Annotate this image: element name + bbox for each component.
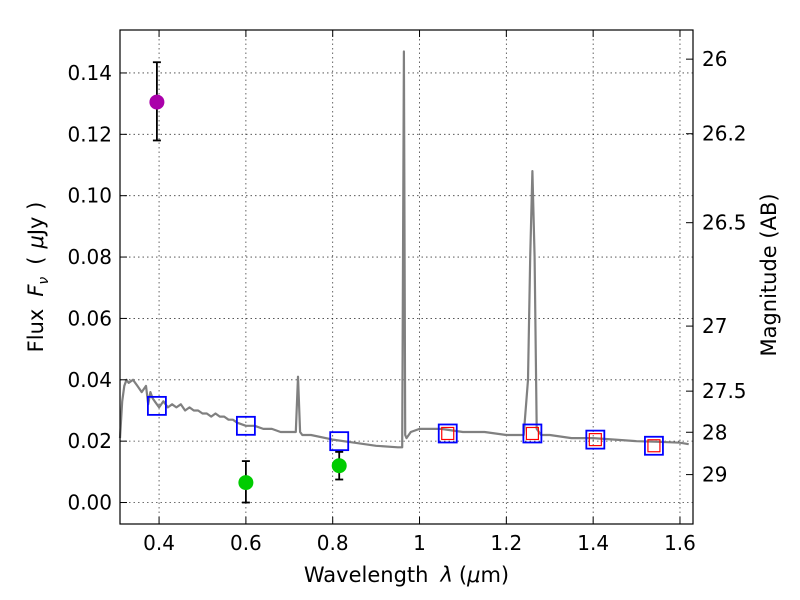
magnitude-tick-label: 29 — [702, 463, 727, 487]
spectrum-line — [118, 50, 689, 449]
magnitude-tick-label: 27.5 — [702, 379, 747, 403]
plot-frame — [119, 29, 694, 525]
x-tick-label: 1.4 — [577, 531, 609, 555]
y2-axis-label: Magnitude (AB) — [757, 193, 781, 356]
observed-band-marker — [588, 433, 602, 447]
axes: 0.4 0.6 0.8 1 1.2 1.4 1.6 0.00 0.02 0.04 0.06 0.08 0… — [24, 29, 781, 587]
x-tick-label: 0.4 — [143, 531, 175, 555]
x-tick-label: 1 — [413, 531, 426, 555]
x-tick-label: 0.8 — [317, 531, 349, 555]
magnitude-tick-label: 26.5 — [702, 211, 747, 235]
model-band-marker — [644, 435, 664, 456]
model-band-marker — [146, 395, 167, 416]
magnitude-tick-label: 26 — [702, 47, 727, 71]
x-tick-label: 1.6 — [664, 531, 696, 555]
grid — [120, 30, 693, 524]
y-tick-label: 0.00 — [67, 491, 112, 515]
x-axis-label: Wavelength λ (μm) — [304, 563, 509, 587]
y-tick-label: 0.02 — [67, 429, 112, 453]
y-tick-label: 0.10 — [67, 184, 112, 208]
y-tick-label: 0.14 — [67, 61, 112, 85]
model-band-marker — [585, 429, 606, 450]
photometry-point — [331, 458, 347, 474]
observed-band-marker — [647, 439, 661, 453]
y-tick-label: 0.12 — [67, 122, 112, 146]
y-axis-label: FluxFν(μJy ) — [24, 202, 52, 353]
model-band-marker — [329, 431, 350, 452]
photometry-point — [149, 94, 165, 110]
x-tick-label: 1.2 — [490, 531, 522, 555]
observed-band-marker — [525, 426, 539, 441]
y-tick-label: 0.08 — [67, 245, 112, 269]
magnitude-tick-label: 28 — [702, 420, 727, 444]
photometry-point — [238, 475, 254, 491]
y-tick-label: 0.04 — [67, 368, 112, 392]
model-band-marker — [437, 423, 458, 444]
observed-band-marker — [441, 426, 455, 441]
magnitude-tick-label: 27 — [702, 314, 727, 338]
plot-area — [118, 50, 689, 504]
magnitude-tick-label: 26.2 — [702, 122, 747, 146]
model-band-marker — [235, 415, 256, 436]
x-tick-label: 0.6 — [230, 531, 262, 555]
model-band-marker — [522, 423, 543, 444]
y-tick-label: 0.06 — [67, 306, 112, 330]
